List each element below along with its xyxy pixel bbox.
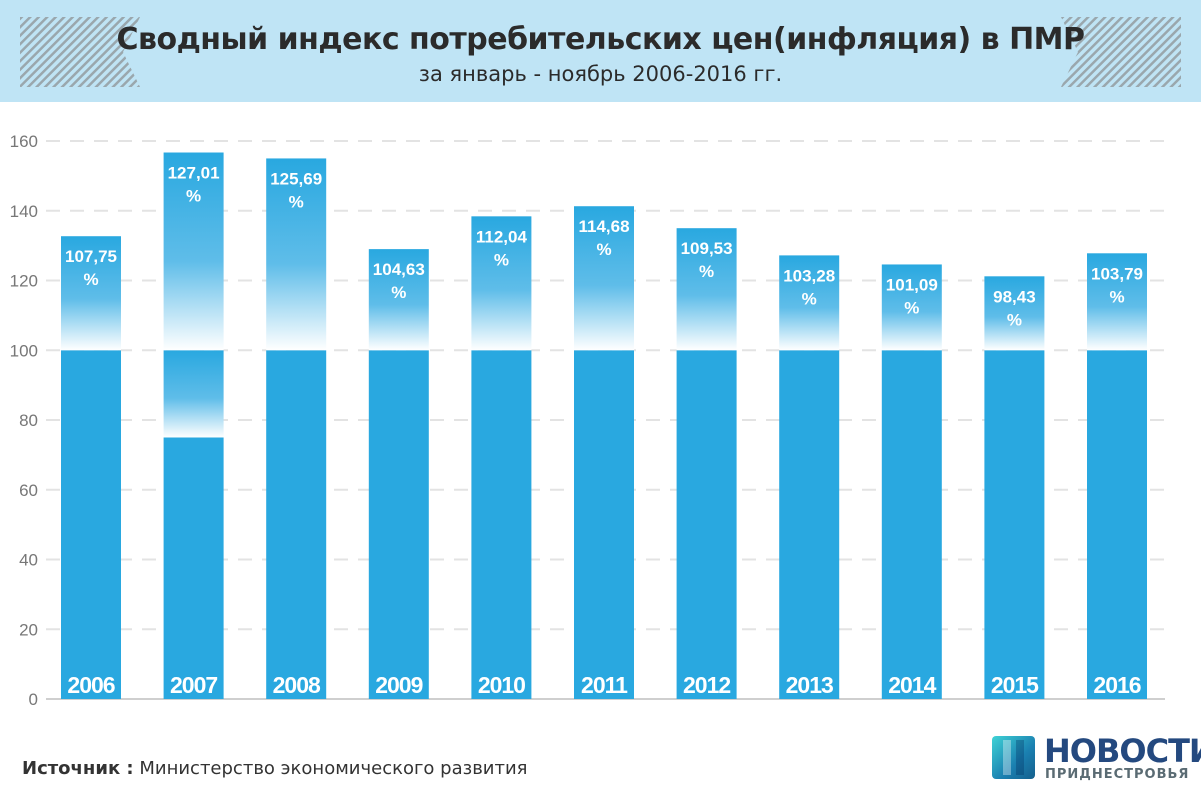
value-label: 103,79 xyxy=(1091,264,1143,283)
y-tick-label: 20 xyxy=(19,620,38,639)
value-unit: % xyxy=(596,240,611,259)
logo-line1: НОВОСТИ xyxy=(1044,732,1201,770)
value-label: 103,28 xyxy=(783,266,835,285)
bar-gradient xyxy=(471,216,532,351)
y-tick-label: 140 xyxy=(10,202,38,221)
value-label: 104,63 xyxy=(373,260,425,279)
value-unit: % xyxy=(289,192,304,211)
value-label: 109,53 xyxy=(681,239,733,258)
bar-solid xyxy=(881,350,942,699)
bar-gradient xyxy=(61,236,121,351)
bar-gradient xyxy=(984,276,1045,351)
y-tick-label: 60 xyxy=(19,481,38,500)
source-label: Источник : xyxy=(22,758,134,779)
y-tick-label: 120 xyxy=(10,272,38,291)
bar-gradient xyxy=(881,264,942,351)
value-unit: % xyxy=(699,262,714,281)
hatch-ribbon-left-icon xyxy=(20,17,140,87)
bar-gradient xyxy=(779,255,840,351)
value-unit: % xyxy=(904,298,919,317)
year-label: 2011 xyxy=(581,672,628,698)
bar-2016: 103,79% 2016 xyxy=(1087,253,1147,699)
year-label: 2008 xyxy=(273,672,321,698)
hatch-ribbon-right-icon xyxy=(1061,17,1181,87)
bar-solid xyxy=(61,350,121,699)
year-label: 2013 xyxy=(786,672,833,698)
y-tick-label: 160 xyxy=(10,132,38,151)
value-unit: % xyxy=(83,270,98,289)
bar-gradient xyxy=(1087,253,1147,351)
bar-gradient xyxy=(368,249,429,351)
bar-2013: 103,28% 2013 xyxy=(779,255,840,699)
year-label: 2009 xyxy=(375,672,422,698)
bar-2012: 109,53% 2012 xyxy=(676,228,737,699)
bar-solid xyxy=(984,350,1045,699)
bar-solid xyxy=(676,350,737,699)
logo-mark-icon xyxy=(992,736,1035,779)
bar-gradient xyxy=(163,152,224,351)
source-text: Министерство экономического развития xyxy=(139,758,528,779)
chart-subtitle: за январь - ноябрь 2006-2016 гг. xyxy=(418,62,783,86)
value-label: 114,68 xyxy=(578,217,629,236)
bar-gradient xyxy=(266,158,327,351)
y-tick-label: 40 xyxy=(19,551,38,570)
bar-solid xyxy=(368,350,429,699)
bar-solid xyxy=(163,437,224,699)
y-tick-label: 0 xyxy=(29,690,38,709)
bar-solid xyxy=(266,350,327,699)
year-label: 2006 xyxy=(67,672,114,698)
value-unit: % xyxy=(802,289,817,308)
bar-2015: 98,43% 2015 xyxy=(984,276,1045,699)
value-label: 112,04 xyxy=(476,227,528,246)
year-label: 2016 xyxy=(1093,672,1140,698)
bar-2008: 125,69% 2008 xyxy=(266,158,327,699)
header-band: Сводный индекс потребительских цен(инфля… xyxy=(0,0,1201,102)
year-label: 2010 xyxy=(478,672,525,698)
value-unit: % xyxy=(1109,287,1124,306)
bar-2007: 127,01% 2007 xyxy=(163,152,224,699)
y-tick-label: 100 xyxy=(10,341,38,360)
value-label: 107,75 xyxy=(65,247,117,266)
bar-gradient xyxy=(676,228,737,351)
value-unit: % xyxy=(391,283,406,302)
year-label: 2014 xyxy=(888,672,936,698)
bar-2010: 112,04% 2010 xyxy=(471,216,532,699)
bar-2006: 107,75% 2006 xyxy=(61,236,121,699)
value-unit: % xyxy=(494,250,509,269)
bar-gradient-lower xyxy=(163,350,224,438)
bar-2009: 104,63% 2009 xyxy=(368,249,429,699)
value-unit: % xyxy=(186,187,201,206)
year-label: 2007 xyxy=(170,672,217,698)
bar-solid xyxy=(574,350,634,699)
value-label: 101,09 xyxy=(886,275,938,294)
year-label: 2012 xyxy=(683,672,730,698)
bar-solid xyxy=(779,350,840,699)
value-unit: % xyxy=(1007,310,1022,329)
source-note: Источник : Министерство экономического р… xyxy=(22,758,528,779)
y-tick-label: 80 xyxy=(19,411,38,430)
value-label: 98,43 xyxy=(993,287,1036,306)
year-label: 2015 xyxy=(991,672,1039,698)
value-label: 127,01 xyxy=(168,164,220,183)
bar-2011: 114,68% 2011 xyxy=(574,206,634,699)
chart-title: Сводный индекс потребительских цен(инфля… xyxy=(116,22,1085,57)
bar-gradient xyxy=(574,206,634,351)
bar-solid xyxy=(471,350,532,699)
bar-solid xyxy=(1087,350,1147,699)
logo-line2: ПРИДНЕСТРОВЬЯ xyxy=(1045,767,1190,782)
bar-2014: 101,09% 2014 xyxy=(881,264,942,699)
value-label: 125,69 xyxy=(270,169,322,188)
